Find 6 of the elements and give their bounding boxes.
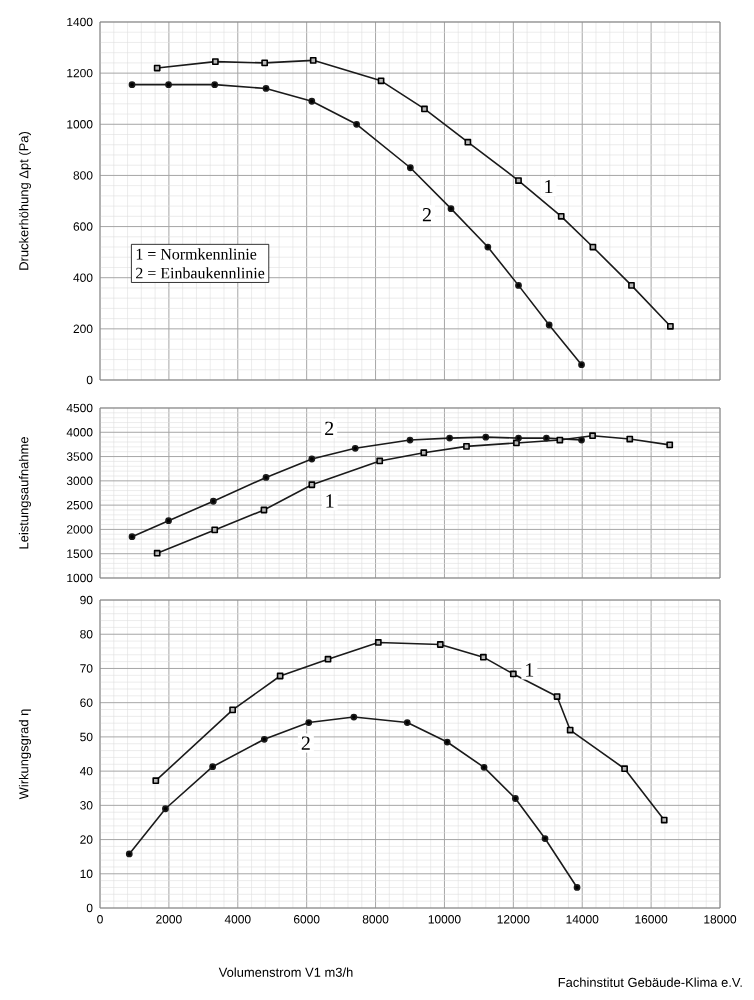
series-label: 1 — [545, 179, 553, 194]
series-label: 1 — [526, 663, 534, 677]
series-label: 1 — [326, 494, 334, 508]
series-label: 2 — [325, 421, 334, 435]
series-label: 2 — [301, 736, 310, 750]
series-label: 2 — [422, 208, 431, 222]
